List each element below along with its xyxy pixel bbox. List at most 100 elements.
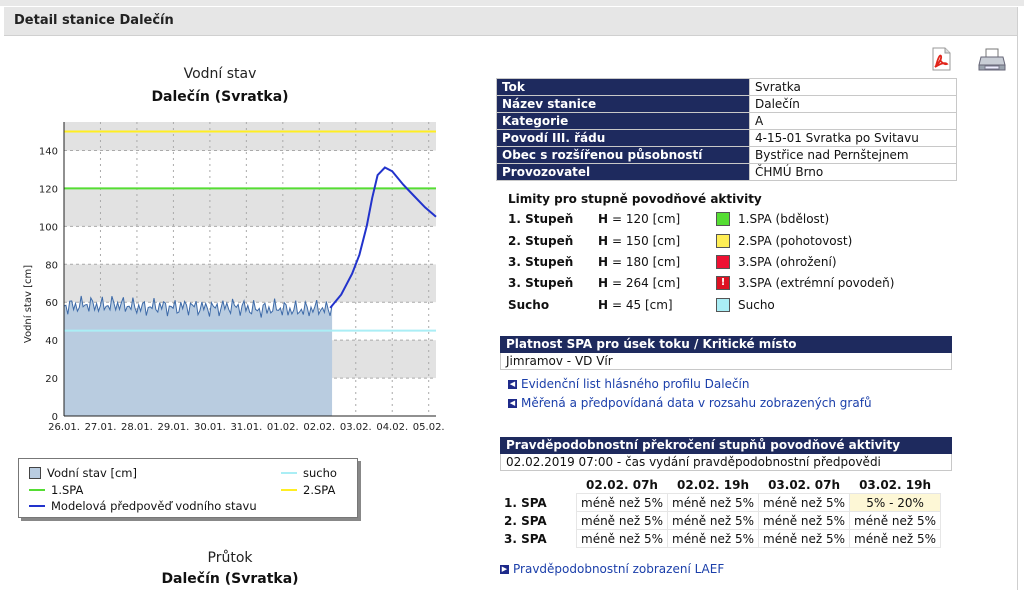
limit-h: H bbox=[598, 298, 609, 312]
limit-value: = 150 [cm] bbox=[612, 234, 681, 248]
row-label: 1. SPA bbox=[504, 495, 547, 510]
limit-value: = 120 [cm] bbox=[612, 212, 681, 226]
water-level-area bbox=[64, 295, 333, 416]
chart-legend: Vodní stav [cm] sucho 1.SPA 2.SPA Modelo… bbox=[18, 458, 358, 518]
x-tick-label: 31.01. bbox=[230, 422, 262, 433]
y-tick-label: 0 bbox=[52, 412, 58, 423]
info-key: Provozovatel bbox=[496, 163, 750, 181]
page-header: Detail stanice Dalečín bbox=[4, 7, 1018, 36]
y-tick-label: 20 bbox=[45, 374, 58, 385]
limit-value: = 264 [cm] bbox=[612, 276, 681, 290]
info-key: Povodí III. řádu bbox=[496, 129, 750, 147]
info-value: Dalečín bbox=[749, 95, 957, 113]
station-info-table: Tok Svratka Název stanice Dalečín Kategori… bbox=[496, 78, 957, 181]
link-label[interactable]: Pravděpodobnostní zobrazení LAEF bbox=[513, 562, 725, 576]
x-tick-label: 30.01. bbox=[194, 422, 226, 433]
limit-level: 3. Stupeň bbox=[508, 276, 574, 290]
arrow-icon: ◀ bbox=[508, 398, 517, 408]
limit-swatch bbox=[716, 234, 730, 248]
legend-item-model: Modelová předpověď vodního stavu bbox=[29, 499, 257, 513]
legend-swatch bbox=[281, 472, 297, 474]
limit-h: H bbox=[598, 234, 609, 248]
legend-item-sucho: sucho bbox=[281, 466, 337, 480]
table-row: Povodí III. řádu 4-15-01 Svratka po Svita… bbox=[496, 129, 957, 147]
legend-item-2spa: 2.SPA bbox=[281, 483, 335, 497]
limit-swatch bbox=[716, 212, 730, 226]
chart2-subtitle: Dalečín (Svratka) bbox=[161, 571, 299, 587]
row-label: 3. SPA bbox=[504, 531, 547, 546]
laef-link[interactable]: ▶ Pravděpodobnostní zobrazení LAEF bbox=[500, 562, 724, 576]
table-row: 2. SPA méně než 5% méně než 5% méně než … bbox=[500, 511, 942, 530]
limit-level: 2. Stupeň bbox=[508, 234, 574, 248]
grid-band bbox=[64, 150, 436, 189]
table-cell: méně než 5% bbox=[849, 511, 942, 530]
platnost-header: Platnost SPA pro úsek toku / Kritické mí… bbox=[500, 336, 952, 353]
limit-level: 3. Stupeň bbox=[508, 255, 574, 269]
y-tick-label: 40 bbox=[45, 336, 58, 347]
link-label[interactable]: Evidenční list hlásného profilu Dalečín bbox=[521, 377, 750, 391]
merena-data-link[interactable]: ◀ Měřená a předpovídaná data v rozsahu z… bbox=[508, 396, 872, 410]
info-value: A bbox=[749, 112, 957, 130]
info-key: Tok bbox=[496, 78, 750, 96]
limit-h: H bbox=[598, 276, 609, 290]
arrow-icon: ◀ bbox=[508, 379, 517, 389]
info-value: Svratka bbox=[749, 78, 957, 96]
column-header: 02.02. 19h bbox=[677, 477, 749, 492]
table-header-row: 02.02. 07h 02.02. 19h 03.02. 07h 03.02. … bbox=[500, 476, 941, 494]
water-level-line bbox=[63, 295, 333, 318]
alert-icon: ! bbox=[716, 276, 730, 290]
limit-description: 1.SPA (bdělost) bbox=[738, 212, 830, 226]
table-cell: méně než 5% bbox=[758, 511, 851, 530]
row-label: 2. SPA bbox=[504, 513, 547, 528]
legend-swatch bbox=[281, 489, 297, 491]
limit-description: 2.SPA (pohotovost) bbox=[738, 234, 853, 248]
y-tick-label: 60 bbox=[45, 298, 58, 309]
legend-swatch bbox=[29, 467, 41, 479]
chart-subtitle: Dalečín (Svratka) bbox=[151, 89, 289, 105]
legend-swatch bbox=[29, 505, 45, 507]
legend-label: 2.SPA bbox=[303, 483, 336, 497]
x-tick-label: 27.01. bbox=[85, 422, 117, 433]
y-tick-label: 80 bbox=[45, 260, 58, 271]
limit-h: H bbox=[598, 255, 609, 269]
probability-table: 02.02. 07h 02.02. 19h 03.02. 07h 03.02. … bbox=[500, 476, 942, 548]
legend-item-1spa: 1.SPA bbox=[29, 483, 83, 497]
link-label[interactable]: Měřená a předpovídaná data v rozsahu zob… bbox=[521, 396, 872, 410]
printer-icon[interactable] bbox=[978, 46, 1006, 72]
x-tick-label: 28.01. bbox=[121, 422, 153, 433]
pdf-icon[interactable] bbox=[928, 46, 954, 72]
limit-value: = 45 [cm] bbox=[612, 298, 673, 312]
x-tick-label: 26.01. bbox=[48, 422, 80, 433]
table-row: Kategorie A bbox=[496, 112, 957, 130]
info-key: Název stanice bbox=[496, 95, 750, 113]
limit-h: H bbox=[598, 212, 609, 226]
legend-label: sucho bbox=[303, 466, 337, 480]
evidencni-list-link[interactable]: ◀ Evidenční list hlásného profilu Dalečí… bbox=[508, 377, 750, 391]
arrow-icon: ▶ bbox=[500, 564, 509, 574]
table-cell: méně než 5% bbox=[758, 529, 851, 548]
platnost-value: Jimramov - VD Vír bbox=[500, 353, 952, 370]
table-row: Název stanice Dalečín bbox=[496, 95, 957, 113]
limit-swatch bbox=[716, 255, 730, 269]
legend-label: 1.SPA bbox=[51, 483, 84, 497]
table-cell: méně než 5% bbox=[758, 493, 851, 512]
x-tick-label: 05.02. bbox=[413, 422, 445, 433]
corner-cell bbox=[500, 476, 577, 494]
table-cell: méně než 5% bbox=[849, 529, 942, 548]
column-header: 03.02. 19h bbox=[859, 477, 932, 492]
limit-description: 3.SPA (extrémní povodeň) bbox=[738, 276, 895, 290]
limit-description: Sucho bbox=[738, 298, 775, 312]
limit-level: 1. Stupeň bbox=[508, 212, 574, 226]
table-row: Tok Svratka bbox=[496, 78, 957, 96]
x-tick-label: 04.02. bbox=[376, 422, 408, 433]
legend-item-vodni-stav: Vodní stav [cm] bbox=[29, 466, 137, 480]
grid-band bbox=[64, 188, 436, 227]
table-cell: méně než 5% bbox=[575, 493, 669, 512]
table-row: Provozovatel ČHMÚ Brno bbox=[496, 163, 957, 181]
limit-level: Sucho bbox=[508, 298, 550, 312]
y-tick-label: 120 bbox=[39, 184, 58, 195]
column-header: 02.02. 07h bbox=[586, 477, 658, 492]
legend-label: Modelová předpověď vodního stavu bbox=[51, 499, 257, 513]
column-header: 03.02. 07h bbox=[768, 477, 840, 492]
table-cell-highlight: 5% - 20% bbox=[849, 493, 942, 512]
